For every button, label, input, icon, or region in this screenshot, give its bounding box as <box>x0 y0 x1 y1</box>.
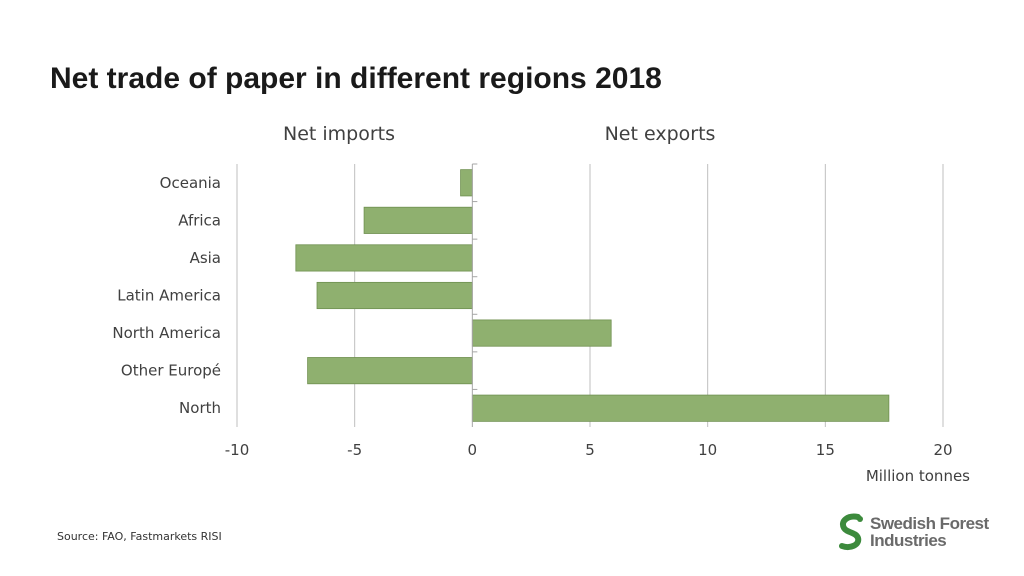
x-tick-label: 0 <box>468 441 478 459</box>
x-tick-labels: -10 -5 0 5 10 15 20 <box>225 441 953 459</box>
bar <box>471 394 890 422</box>
x-tick-label: -5 <box>347 441 362 459</box>
bars <box>295 169 890 422</box>
bar <box>460 169 473 197</box>
logo-line-2: Industries <box>870 531 947 550</box>
category-label: Oceania <box>160 174 221 192</box>
logo-wordmark: Swedish Forest Industries <box>870 515 989 549</box>
category-label: Latin America <box>117 287 221 305</box>
logo-line-1: Swedish Forest <box>870 514 989 533</box>
net-exports-header: Net exports <box>605 123 716 145</box>
category-label: North <box>179 399 221 417</box>
bar <box>295 244 473 272</box>
company-logo: Swedish Forest Industries <box>836 512 996 552</box>
x-tick-label: 10 <box>698 441 717 459</box>
leaf-s-icon <box>839 513 863 550</box>
category-label: North America <box>112 324 221 342</box>
category-label: Africa <box>178 211 221 229</box>
x-tick-label: -10 <box>225 441 250 459</box>
x-tick-label: 20 <box>933 441 952 459</box>
source-note: Source: FAO, Fastmarkets RISI <box>57 530 222 543</box>
bar <box>363 206 473 234</box>
x-tick-label: 5 <box>585 441 595 459</box>
chart-title: Net trade of paper in different regions … <box>50 62 662 95</box>
zero-axis <box>471 163 478 427</box>
bar <box>471 319 612 347</box>
x-tick-label: 15 <box>816 441 835 459</box>
net-imports-header: Net imports <box>283 123 395 145</box>
bar <box>316 281 473 310</box>
category-label: Other Europé <box>121 362 221 380</box>
category-labels: Oceania Africa Asia Latin America North Amer… <box>112 174 221 417</box>
category-label: Asia <box>190 249 221 267</box>
x-axis-label: Million tonnes <box>866 467 970 485</box>
bar <box>307 357 473 385</box>
